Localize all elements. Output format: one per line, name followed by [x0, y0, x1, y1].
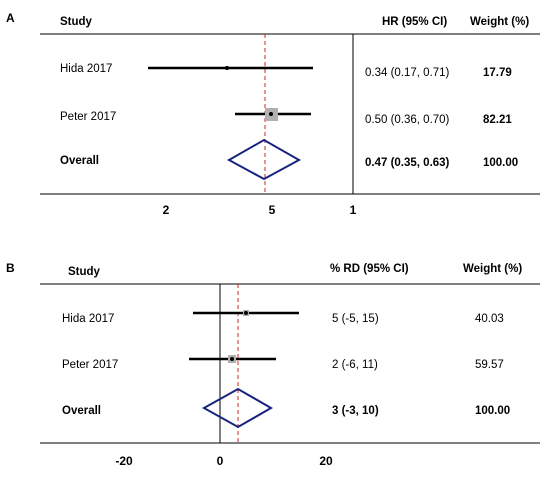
panel-b-overall-label: Overall [62, 405, 101, 417]
panel-b-letter: B [6, 261, 15, 275]
panel-a-overall-label: Overall [60, 155, 99, 167]
panel-b-tick-label: 20 [319, 454, 333, 468]
panel-a-estimate-header: HR (95% CI) [382, 16, 447, 28]
panel-a-letter: A [6, 11, 15, 25]
panel-b-overall-weight: 100.00 [475, 405, 510, 417]
panel-a-weight-header: Weight (%) [470, 16, 529, 28]
panel-a-row-2-weight: 82.21 [483, 114, 512, 126]
panel-a-study-header: Study [60, 16, 93, 28]
panel-b-row-2-weight: 59.57 [475, 359, 504, 371]
panel-b-row-1-study: Hida 2017 [62, 313, 114, 325]
panel-b-row-2-point [230, 357, 234, 361]
panel-b: B Study % RD (95% CI) Weight (%) Hida 20… [6, 261, 540, 468]
panel-a-tick-label: 1 [350, 203, 357, 217]
panel-a-overall-diamond [226, 138, 302, 181]
panel-a-row-2-point [269, 112, 273, 116]
panel-a-overall-weight: 100.00 [483, 157, 518, 169]
panel-b-overall-diamond [201, 387, 274, 429]
panel-b-row-1-ci-text: 5 (-5, 15) [332, 313, 379, 325]
panel-a-tick-label: 5 [269, 203, 276, 217]
panel-a-row-1-point [225, 66, 229, 70]
panel-b-row-2-ci-text: 2 (-6, 11) [332, 359, 378, 371]
panel-a-row-1-weight: 17.79 [483, 67, 512, 79]
panel-a-row-1-ci-text: 0.34 (0.17, 0.71) [365, 67, 450, 79]
panel-a-row-2-ci-text: 0.50 (0.36, 0.70) [365, 114, 450, 126]
panel-b-tick-label: 0 [217, 454, 224, 468]
panel-a-overall-ci-text: 0.47 (0.35, 0.63) [365, 157, 450, 169]
panel-b-estimate-header: % RD (95% CI) [330, 263, 409, 275]
panel-b-row-1-weight: 40.03 [475, 313, 504, 325]
panel-a-row-1-study: Hida 2017 [60, 63, 112, 75]
panel-a: A Study HR (95% CI) Weight (%) Hida 2017… [6, 11, 540, 217]
panel-b-row-2-study: Peter 2017 [62, 359, 118, 371]
panel-a-tick-label: 2 [163, 203, 170, 217]
panel-a-row-2-study: Peter 2017 [60, 111, 116, 123]
panel-b-overall-ci-text: 3 (-3, 10) [332, 405, 379, 417]
panel-b-row-1-point [244, 311, 248, 315]
panel-b-tick-label: -20 [115, 454, 133, 468]
panel-b-study-header: Study [68, 266, 101, 278]
panel-b-weight-header: Weight (%) [463, 263, 522, 275]
